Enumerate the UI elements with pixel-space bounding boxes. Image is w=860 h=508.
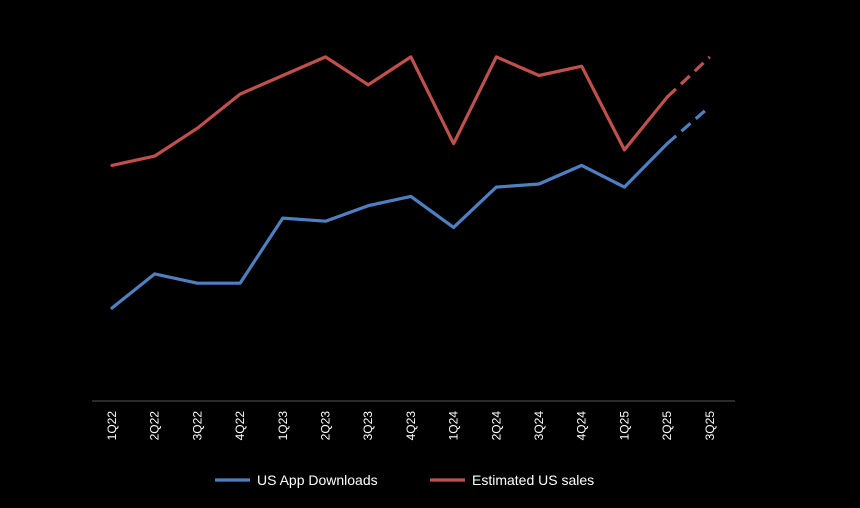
x-tick-label: 1Q25 — [617, 411, 631, 441]
x-tick-label: 4Q23 — [404, 411, 418, 441]
series-line-0 — [112, 144, 667, 308]
x-tick-label: 1Q24 — [447, 411, 461, 441]
legend-label-1: Estimated US sales — [472, 472, 594, 488]
x-axis: 1Q22 2Q22 3Q22 4Q22 1Q23 2Q23 3Q23 4Q23 1Q24 2Q24… — [92, 401, 735, 440]
x-tick-label: 2Q24 — [489, 411, 503, 441]
legend: US App Downloads Estimated US sales — [215, 472, 594, 488]
series-line-1 — [112, 57, 667, 165]
x-tick-label: 2Q22 — [148, 411, 162, 441]
x-tick-label: 1Q22 — [105, 411, 119, 441]
x-tick-label: 3Q25 — [703, 411, 717, 441]
x-tick-label: 2Q25 — [660, 411, 674, 441]
x-tick-label: 3Q23 — [361, 411, 375, 441]
series-lines — [112, 57, 710, 308]
x-tick-label: 4Q22 — [233, 411, 247, 441]
x-tick-label: 3Q24 — [532, 411, 546, 441]
legend-label-0: US App Downloads — [257, 472, 378, 488]
x-tick-label: 1Q23 — [276, 411, 290, 441]
x-tick-label: 3Q22 — [190, 411, 204, 441]
series-projection-0 — [667, 107, 710, 144]
x-tick-label: 2Q23 — [319, 411, 333, 441]
x-tick-label: 4Q24 — [575, 411, 589, 441]
series-projection-1 — [667, 57, 710, 97]
